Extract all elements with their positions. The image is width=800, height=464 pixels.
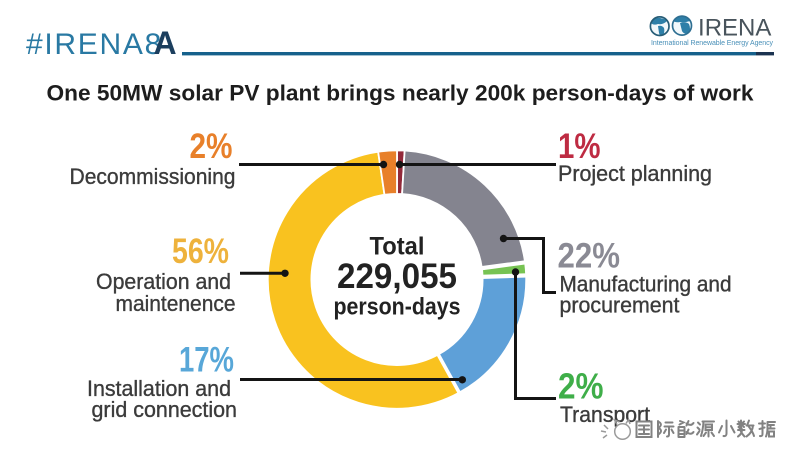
svg-text:Project planning: Project planning	[558, 161, 712, 186]
svg-text:A: A	[154, 25, 177, 61]
svg-text:International Renewable Energy: International Renewable Energy Agency	[651, 40, 774, 47]
svg-text:Total: Total	[370, 233, 425, 261]
svg-text:IRENA: IRENA	[698, 15, 772, 42]
svg-text:#IRENA8: #IRENA8	[26, 28, 163, 61]
svg-text:Manufacturing and: Manufacturing and	[560, 272, 732, 297]
svg-text:1%: 1%	[558, 127, 601, 166]
svg-text:Decommissioning: Decommissioning	[70, 164, 236, 189]
svg-text:17%: 17%	[179, 341, 234, 380]
svg-text:procurement: procurement	[560, 293, 680, 318]
svg-text:One 50MW solar PV plant brings: One 50MW solar PV plant brings nearly 20…	[47, 81, 754, 106]
svg-text:22%: 22%	[558, 237, 621, 276]
svg-text:maintenence: maintenence	[116, 291, 236, 316]
svg-text:56%: 56%	[172, 232, 229, 271]
svg-text:Operation and: Operation and	[96, 269, 231, 294]
svg-text:2%: 2%	[558, 366, 604, 407]
svg-text:Installation and: Installation and	[87, 376, 231, 401]
svg-text:2%: 2%	[190, 127, 233, 166]
svg-text:Transport: Transport	[560, 402, 650, 427]
svg-text:229,055: 229,055	[337, 257, 457, 296]
svg-text:grid connection: grid connection	[92, 397, 238, 422]
svg-text:person-days: person-days	[334, 294, 461, 321]
